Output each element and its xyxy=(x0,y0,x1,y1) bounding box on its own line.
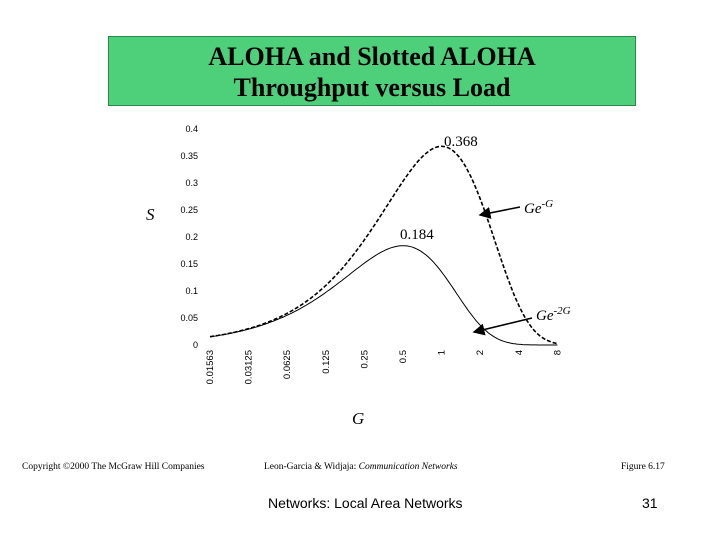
x-tick-label: 0.01563 xyxy=(205,350,216,384)
x-axis-title: G xyxy=(352,409,364,428)
y-tick-label: 0.35 xyxy=(180,151,198,161)
peak-label-0368: 0.368 xyxy=(444,134,478,150)
x-tick-label: 0.25 xyxy=(359,350,370,369)
arrow-ge-g xyxy=(478,206,521,219)
peak-label-0184: 0.184 xyxy=(400,227,434,243)
footer-authors: Leon-Garcia & Widjaja: xyxy=(264,462,357,472)
legend-label-ge-2g-exponent: -2G xyxy=(554,305,571,317)
x-tick-label: 0.03125 xyxy=(244,350,255,384)
x-tick-label: 8 xyxy=(552,350,563,355)
slide-title-box: ALOHA and Slotted ALOHA Throughput versu… xyxy=(108,36,636,106)
y-tick-label: 0.15 xyxy=(180,259,198,269)
y-tick-label: 0 xyxy=(193,340,198,350)
y-tick-label: 0.05 xyxy=(180,313,198,323)
y-tick-label: 0.2 xyxy=(185,232,198,242)
y-tick-label: 0.1 xyxy=(185,286,198,296)
legend-label-ge-2g-base: Ge xyxy=(536,308,554,324)
legend-label-ge-g: Ge-G xyxy=(524,198,553,217)
page-number: 31 xyxy=(642,495,658,511)
legend-label-ge-2g: Ge-2G xyxy=(536,305,571,324)
arrow-ge-2g xyxy=(472,317,533,336)
aloha-ge-g-curve xyxy=(209,145,558,345)
x-tick-label: 0.5 xyxy=(398,350,409,363)
y-axis-title: S xyxy=(146,205,155,224)
footer-figure: Figure 6.17 xyxy=(621,462,665,472)
footer-citation: Leon-Garcia & Widjaja: Communication Net… xyxy=(264,462,458,472)
x-tick-label: 2 xyxy=(475,350,486,355)
footer-topic: Networks: Local Area Networks xyxy=(268,495,463,511)
legend-label-ge-g-base: Ge xyxy=(524,201,542,217)
slide-title-line1: ALOHA and Slotted ALOHA xyxy=(208,42,536,71)
slotted-ge-2g-curve xyxy=(209,245,558,346)
y-tick-label: 0.3 xyxy=(185,178,198,188)
legend-label-ge-g-exponent: -G xyxy=(542,198,554,210)
footer-copyright: Copyright ©2000 The McGraw Hill Companie… xyxy=(22,462,205,472)
x-tick-label: 0.0625 xyxy=(282,350,293,379)
y-tick-label: 0.4 xyxy=(185,124,198,134)
footer-book: Communication Networks xyxy=(358,462,458,472)
x-tick-label: 4 xyxy=(514,350,525,355)
x-tick-label: 0.125 xyxy=(321,350,332,374)
y-tick-label: 0.25 xyxy=(180,205,198,215)
slide-title-line2: Throughput versus Load xyxy=(233,73,511,102)
x-tick-label: 1 xyxy=(437,350,448,355)
